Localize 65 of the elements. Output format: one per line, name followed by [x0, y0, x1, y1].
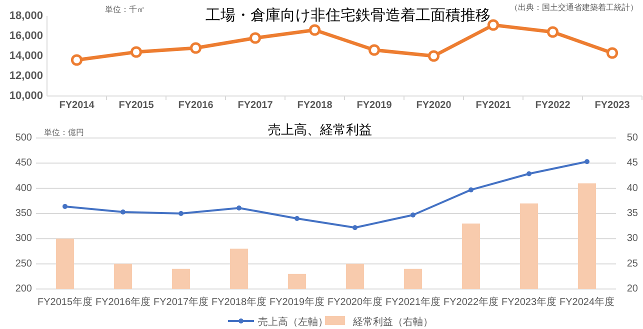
chart-title: 売上高、経常利益 [268, 122, 372, 137]
x-tick-label: FY2024年度 [559, 296, 615, 308]
point [546, 26, 559, 38]
point [190, 42, 202, 54]
y-tick-label: 400 [15, 182, 32, 194]
text: （出典：国土交通省建築着工統計） [510, 3, 638, 12]
x-tick-label: FY2020年度 [327, 296, 383, 308]
y-tick-label: 250 [15, 258, 32, 270]
point [606, 47, 618, 59]
point [62, 204, 68, 209]
y2-tick-label: 45 [626, 158, 638, 169]
legend-label: 売上高（左軸） [258, 316, 328, 328]
point [352, 225, 358, 230]
point [178, 211, 184, 216]
point [428, 50, 440, 62]
y2-tick-label: 25 [626, 258, 638, 270]
point [236, 205, 242, 210]
point [294, 216, 300, 222]
text: 単位：億円 [44, 128, 84, 137]
point [308, 24, 321, 36]
y-tick-label: 350 [15, 208, 32, 219]
x-tick-label: FY2021 [476, 100, 512, 111]
point [120, 209, 126, 214]
y-tick-label: 16,000 [9, 30, 43, 42]
x-tick-label: FY2016年度 [95, 296, 151, 308]
x-tick-label: FY2018 [297, 100, 333, 111]
point [70, 54, 83, 66]
y-tick-label: 450 [15, 158, 32, 169]
legend-label: 経常利益（右軸） [352, 316, 433, 328]
point [249, 32, 262, 44]
point [130, 46, 142, 58]
x-tick-label: FY2022年度 [443, 296, 499, 308]
point [368, 44, 380, 56]
x-tick-label: FY2020 [416, 100, 452, 111]
y-tick-label: 200 [15, 284, 32, 294]
x-tick-label: FY2016 [178, 100, 214, 111]
x-tick-label: FY2014 [59, 100, 95, 111]
point [526, 171, 532, 176]
x-tick-label: FY2023 [594, 100, 630, 111]
point [468, 187, 474, 192]
x-tick-label: FY2015年度 [37, 296, 93, 308]
y-tick-label: 12,000 [9, 70, 43, 82]
y2-tick-label: 35 [626, 208, 638, 219]
x-tick-label: FY2019年度 [269, 296, 325, 308]
x-tick-label: FY2019 [356, 100, 392, 111]
x-tick-label: FY2018年度 [211, 296, 267, 308]
x-tick-label: FY2015 [118, 100, 154, 111]
y-tick-label: 300 [15, 233, 32, 244]
chart-title: 工場・倉庫向け非住宅鉄骨造着工面積推移 [206, 7, 490, 24]
point [584, 159, 590, 164]
text: 単位：千㎡ [105, 5, 145, 14]
y2-tick-label: 50 [626, 132, 638, 144]
x-tick-label: FY2023年度 [501, 296, 557, 308]
x-tick-label: FY2017年度 [153, 296, 209, 308]
y-tick-label: 500 [15, 132, 32, 144]
y2-tick-label: 20 [626, 284, 638, 294]
x-tick-label: FY2022 [535, 100, 571, 111]
y2-tick-label: 30 [626, 233, 638, 244]
y-tick-label: 18,000 [9, 10, 43, 22]
y-tick-label: 10,000 [9, 90, 43, 102]
x-tick-label: FY2017 [238, 100, 274, 111]
y-tick-label: 14,000 [9, 50, 43, 62]
point [410, 212, 416, 218]
x-tick-label: FY2021年度 [385, 296, 441, 308]
y2-tick-label: 40 [626, 182, 638, 194]
